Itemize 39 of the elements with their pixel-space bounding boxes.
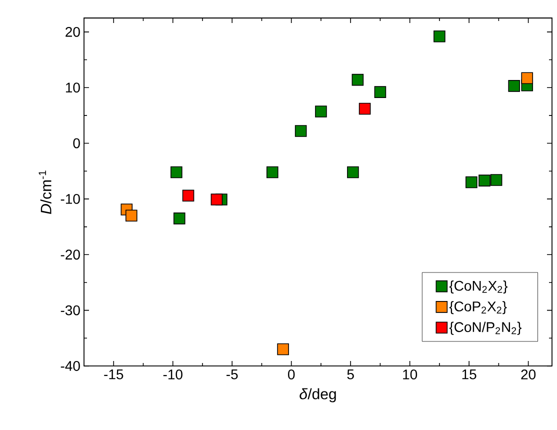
point [521,72,534,84]
point [170,166,182,178]
point [277,343,289,356]
y-axis-title: D/cm$^{-1}$ [38,170,52,214]
point [315,106,327,118]
y-tick-label: -20 [60,250,80,260]
x-tick-label: -15 [104,370,124,380]
y-tick-label: 0 [73,138,80,148]
point [478,174,490,186]
y-tick-label: 10 [66,82,80,93]
x-tick-label: -5 [226,370,238,380]
point [352,74,364,86]
legend-label: {CoP$_{2}$X$_{2}$} [449,301,507,314]
x-tick-label: 10 [403,370,418,380]
point [266,166,278,178]
point [294,125,307,137]
point [434,30,446,42]
point [466,176,478,188]
point [508,80,520,92]
y-tick-label: -10 [60,194,80,204]
point [210,194,223,206]
point [347,166,359,178]
point [358,102,371,115]
x-tick-label: 15 [462,370,476,380]
point [125,210,138,222]
y-tick-label: -30 [60,305,80,316]
point [374,86,386,98]
x-tick-label: 0 [288,370,295,380]
legend-label: {CoN/P$_{2}$N$_{2}$} [449,322,522,335]
x-tick-label: 5 [347,370,354,380]
point [490,174,502,186]
x-tick-label: 20 [521,370,536,380]
point [173,212,186,224]
y-tick-label: 20 [66,26,80,37]
point [182,190,194,202]
x-axis-title: δ/deg [300,388,336,402]
x-tick-label: -10 [163,370,182,380]
legend-label: {CoN$_{2}$X$_{2}$} [449,280,508,294]
y-tick-label: -40 [60,361,80,371]
